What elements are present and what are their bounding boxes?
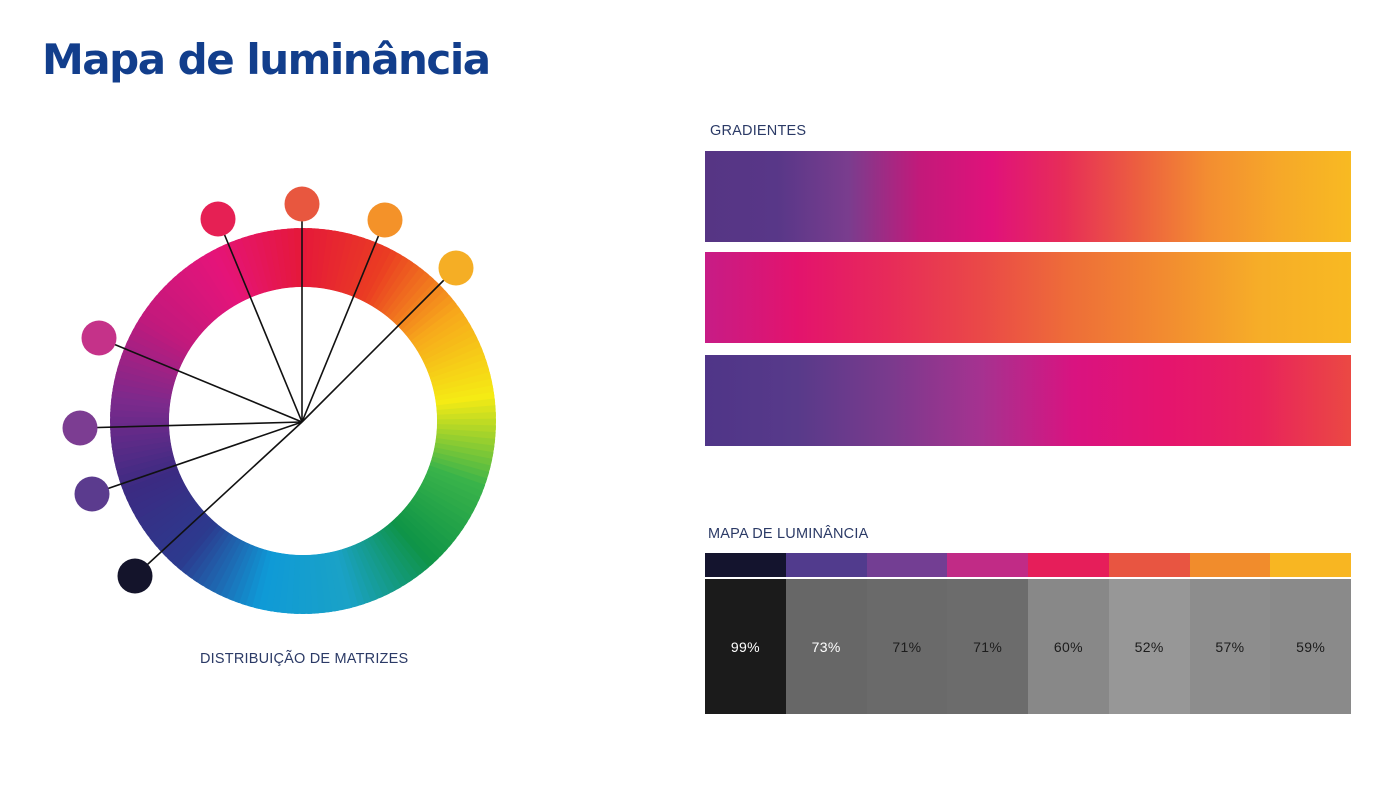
swatch-dots — [62, 186, 474, 594]
connector-line — [301, 219, 386, 423]
color-wheel-diagram — [0, 150, 560, 630]
hue-ring-segment — [413, 311, 468, 352]
luminance-value: 99% — [705, 579, 786, 714]
luminance-column: 71% — [866, 553, 948, 714]
luminance-column: 57% — [1189, 553, 1271, 714]
hue-ring-segment — [380, 263, 424, 317]
luminance-value: 52% — [1108, 579, 1190, 714]
hue-ring-segment — [391, 276, 439, 326]
connector-line — [98, 337, 303, 423]
luminance-swatch — [1270, 553, 1351, 579]
hue-ring-segment — [387, 271, 434, 323]
color-wheel-svg — [62, 186, 496, 614]
hue-ring-segment — [404, 295, 457, 340]
page-title: Mapa de luminância — [42, 35, 491, 84]
hue-ring-segment — [177, 267, 222, 320]
hue-ring-segment — [158, 285, 208, 333]
luminance-column: 52% — [1108, 553, 1190, 714]
luminance-column: 73% — [785, 553, 867, 714]
gradient-bar-1 — [705, 151, 1351, 242]
hue-ring-segment — [138, 490, 193, 531]
hue-ring-segment — [193, 256, 234, 311]
luminance-swatch — [947, 553, 1028, 579]
hue-ring-segment — [372, 531, 413, 586]
gradient-bar-2 — [705, 252, 1351, 343]
hue-ring-segment — [149, 502, 202, 547]
hue-ring — [110, 228, 496, 614]
gradient-bar-3 — [705, 355, 1351, 446]
luminance-swatch — [785, 553, 867, 579]
connector-line — [134, 421, 303, 577]
connector-line — [79, 421, 303, 429]
gradients-label: GRADIENTES — [710, 123, 807, 139]
hue-ring-segment — [162, 512, 212, 562]
hue-ring-segment — [398, 285, 448, 333]
hue-ring-segment — [415, 316, 472, 356]
swatch-dot — [367, 202, 403, 238]
hue-ring-segment — [172, 519, 219, 571]
hue-ring-segment — [401, 505, 453, 552]
luminance-swatch — [866, 553, 948, 579]
hue-ring-segment — [384, 522, 429, 575]
hue-ring-segment — [149, 295, 202, 340]
swatch-dot — [62, 410, 98, 446]
swatch-dot — [81, 320, 117, 356]
hue-ring-segment — [167, 516, 215, 566]
hue-ring-segment — [177, 522, 222, 575]
hue-ring-segment — [398, 509, 448, 557]
hue-ring-segment — [368, 533, 408, 590]
luminance-swatch — [705, 553, 786, 579]
luminance-column: 60% — [1028, 553, 1109, 714]
hue-ring-segment — [167, 276, 215, 326]
luminance-map-grid: 99% 73% 71% 71% 60% 52% 57% 59% — [705, 553, 1351, 714]
luminance-value: 60% — [1028, 579, 1109, 714]
hue-ring-segment — [145, 300, 199, 344]
hue-ring-segment — [162, 280, 212, 330]
hue-ring-segment — [187, 259, 230, 314]
connector-lines — [79, 204, 457, 577]
hue-ring-segment — [153, 505, 205, 552]
hue-ring-segment — [394, 512, 444, 562]
hue-ring-segment — [384, 267, 429, 320]
hue-ring-segment — [182, 525, 226, 579]
swatch-dot — [438, 250, 474, 286]
swatch-dot — [284, 186, 320, 222]
swatch-dot — [74, 476, 110, 512]
hue-ring-segment — [401, 290, 453, 337]
luminance-column: 59% — [1270, 553, 1351, 714]
luminance-map-label: MAPA DE LUMINÂNCIA — [708, 526, 869, 542]
luminance-column: 71% — [947, 553, 1028, 714]
luminance-value: 59% — [1270, 579, 1351, 714]
hue-ring-segment — [387, 519, 434, 571]
swatch-dot — [200, 201, 236, 237]
luminance-swatch — [1028, 553, 1109, 579]
hue-ring-segment — [376, 528, 419, 583]
hue-ring-segment — [172, 271, 219, 323]
hue-ring-segment — [380, 525, 424, 579]
luminance-swatch — [1108, 553, 1190, 579]
hue-ring-segment — [407, 498, 461, 542]
hue-ring-segment — [134, 486, 191, 526]
hue-ring-segment — [404, 502, 457, 547]
luminance-value: 57% — [1189, 579, 1271, 714]
luminance-value: 73% — [785, 579, 867, 714]
luminance-value: 71% — [866, 579, 948, 714]
hue-ring-segment — [145, 498, 199, 542]
luminance-column: 99% — [705, 553, 786, 714]
luminance-swatch — [1189, 553, 1271, 579]
hue-ring-segment — [141, 494, 196, 537]
swatch-dot — [117, 558, 153, 594]
connector-line — [217, 218, 303, 423]
connector-line — [91, 421, 303, 495]
connector-line — [301, 267, 457, 423]
hue-ring-segment — [198, 252, 238, 309]
hue-ring-segment — [153, 290, 205, 337]
hue-ring-segment — [410, 305, 465, 348]
hue-ring-segment — [182, 263, 226, 317]
hue-ring-segment — [391, 516, 439, 566]
wheel-caption: DISTRIBUIÇÃO DE MATRIZES — [200, 651, 409, 667]
luminance-value: 71% — [947, 579, 1028, 714]
hue-ring-segment — [407, 300, 461, 344]
